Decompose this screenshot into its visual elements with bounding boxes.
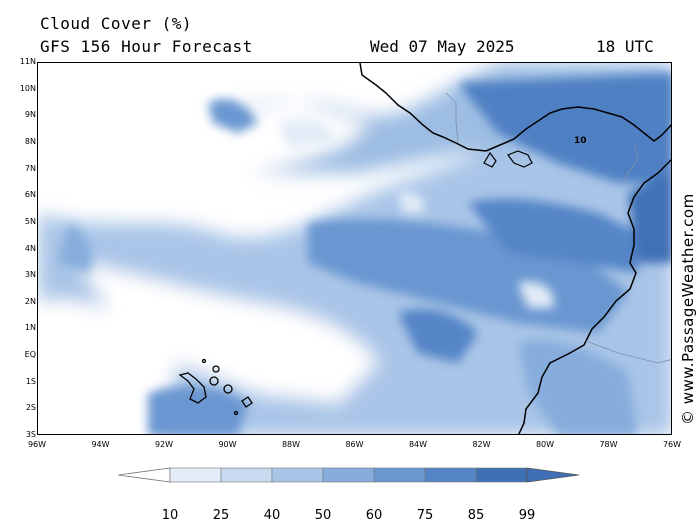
lat-label: 4N	[24, 243, 36, 253]
lon-label: 78W	[599, 440, 618, 449]
legend-value: 40	[263, 508, 281, 523]
galapagos-islands	[178, 358, 253, 416]
lat-label: EQ	[24, 350, 36, 360]
lon-label: 80W	[535, 440, 555, 449]
lon-label: 94W	[91, 440, 110, 449]
credit-text: © www.PassageWeather.com	[679, 193, 697, 425]
lat-label: 7N	[24, 163, 36, 173]
lat-label: 9N	[24, 110, 36, 120]
border-line	[621, 142, 639, 184]
legend-swatch	[373, 467, 426, 483]
map-annotation: 10	[574, 136, 587, 146]
lon-label: 76W	[662, 440, 682, 449]
lon-label: 90W	[218, 440, 237, 449]
lon-label: 82W	[472, 440, 491, 449]
legend-swatch	[271, 467, 324, 483]
lat-label: 2S	[25, 403, 36, 413]
lon-label: 92W	[154, 440, 174, 449]
legend-value: 75	[416, 508, 434, 523]
lat-label: 1N	[24, 323, 36, 333]
legend-swatch	[475, 467, 528, 483]
lon-label: 86W	[345, 440, 364, 449]
legend-value: 25	[212, 508, 230, 523]
lon-label: 88W	[281, 440, 301, 449]
border-line	[585, 340, 671, 364]
legend-value: 85	[467, 508, 485, 523]
legend-value: 99	[518, 508, 536, 523]
lat-label: 2N	[24, 296, 36, 306]
lat-label: 6N	[24, 190, 36, 200]
lat-label: 10N	[19, 83, 36, 93]
legend-max-arrow	[526, 467, 580, 483]
color-legend	[118, 467, 580, 483]
lat-label: 1S	[25, 376, 36, 386]
lat-label: 3N	[24, 270, 36, 280]
lat-label: 5N	[24, 216, 36, 226]
cloud-field-light	[98, 119, 554, 308]
lat-label: 3S	[25, 430, 36, 439]
map-panel: 10	[37, 62, 672, 435]
forecast-time: 18 UTC	[596, 37, 654, 56]
legend-value: 50	[314, 508, 332, 523]
legend-value: 10	[161, 508, 179, 523]
gulf-outline	[507, 150, 533, 168]
legend-swatch	[169, 467, 222, 483]
legend-swatch	[322, 467, 375, 483]
border-line	[445, 92, 459, 144]
lat-label: 8N	[24, 136, 36, 146]
lat-label: 11N	[19, 57, 36, 66]
central-america-coast	[359, 63, 671, 152]
lon-label: 84W	[408, 440, 428, 449]
forecast-date: Wed 07 May 2025	[370, 37, 515, 56]
legend-value: 60	[365, 508, 383, 523]
cloud-cover-map: 10	[38, 63, 671, 434]
south-america-coast	[518, 158, 671, 434]
peninsula-outline	[483, 151, 497, 168]
legend-swatch	[424, 467, 477, 483]
model-label: GFS 156 Hour Forecast	[40, 37, 253, 56]
chart-title: Cloud Cover (%)	[40, 14, 192, 33]
lon-label: 96W	[27, 440, 47, 449]
legend-min-arrow	[118, 467, 171, 483]
legend-swatch	[220, 467, 273, 483]
